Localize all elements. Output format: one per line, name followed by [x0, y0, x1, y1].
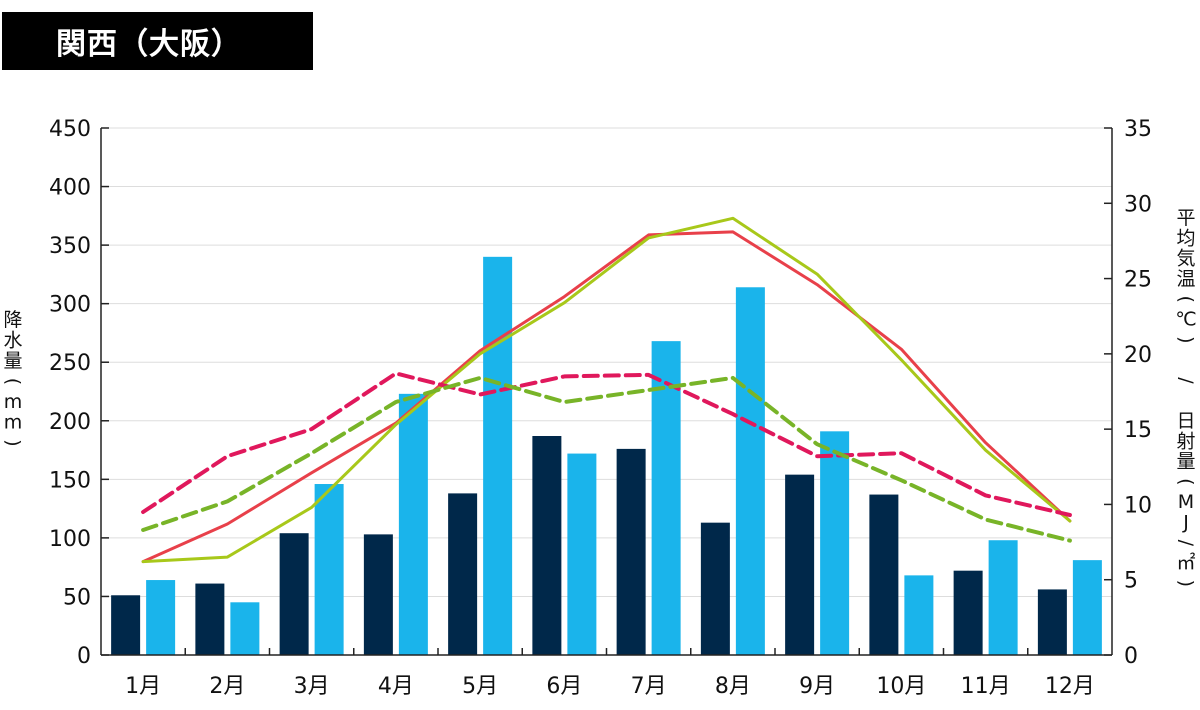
chart-title: 関西（大阪）: [56, 27, 242, 62]
svg-text:量: 量: [3, 350, 22, 372]
x-tick-label: 12月: [1045, 674, 1095, 699]
right-tick-label: 5: [1124, 569, 1138, 594]
right-tick-label: 10: [1124, 493, 1152, 518]
bar-dark-6: [532, 436, 562, 655]
bar-dark-10: [869, 494, 899, 655]
svg-text:M: M: [1178, 491, 1194, 513]
x-tick-label: 5月: [462, 674, 498, 699]
bar-dark-9: [785, 474, 815, 655]
svg-text:): ): [2, 439, 24, 446]
svg-text:日: 日: [1176, 410, 1195, 432]
bar-dark-2: [195, 583, 225, 655]
left-tick-label: 450: [49, 117, 91, 142]
svg-text:(: (: [1175, 478, 1197, 485]
x-tick-label: 9月: [799, 674, 835, 699]
left-tick-label: 0: [77, 644, 91, 669]
grid-lines: [101, 127, 1112, 597]
right-tick-label: 25: [1124, 268, 1152, 293]
right-tick-label: 30: [1124, 192, 1152, 217]
svg-text:降: 降: [3, 309, 22, 331]
right-tick-label: 35: [1124, 117, 1152, 142]
left-tick-label: 50: [63, 585, 91, 610]
svg-text:気: 気: [1176, 248, 1195, 270]
bar-dark-7: [616, 448, 646, 655]
x-tick-label: 6月: [546, 674, 582, 699]
left-tick-label: 100: [49, 527, 91, 552]
left-tick-label: 250: [49, 351, 91, 376]
svg-text:/: /: [1175, 377, 1197, 384]
bar-light-4: [398, 393, 428, 655]
line-series: [141, 216, 1072, 564]
x-tick-label: 7月: [631, 674, 667, 699]
svg-text:m: m: [4, 391, 23, 413]
svg-text:(: (: [2, 378, 24, 385]
x-tick-label: 11月: [961, 674, 1011, 699]
svg-text:): ): [1175, 580, 1197, 587]
line-series-4: [141, 375, 1072, 543]
x-tick-label: 3月: [294, 674, 330, 699]
bar-light-12: [1072, 560, 1102, 655]
bar-light-5: [483, 256, 513, 655]
bar-dark-11: [953, 570, 983, 655]
bar-light-10: [904, 575, 934, 655]
bar-light-6: [567, 453, 597, 655]
x-tick-label: 1月: [125, 674, 161, 699]
svg-text:): ): [1175, 336, 1197, 343]
bar-light-2: [230, 602, 260, 655]
svg-text:℃: ℃: [1175, 309, 1196, 331]
svg-text:温: 温: [1176, 268, 1195, 290]
right-tick-label: 15: [1124, 418, 1152, 443]
chart-title-box: 関西（大阪）: [2, 12, 313, 70]
x-tick-label: 4月: [378, 674, 414, 699]
left-axis-title: 降水量 ( mm): [2, 309, 24, 447]
bar-series: [111, 256, 1102, 655]
tick-labels: 0 50 100 150 200 250 300 350 400 450 0 5 10 15 20 25 30 3…: [2, 117, 1197, 699]
svg-text:(: (: [1175, 295, 1197, 302]
bar-dark-4: [363, 534, 393, 655]
x-tick-label: 10月: [876, 674, 926, 699]
svg-text:m: m: [4, 412, 23, 434]
line-series-2: [141, 216, 1072, 564]
left-tick-label: 200: [49, 410, 91, 435]
bar-dark-3: [279, 533, 309, 655]
right-tick-label: 0: [1124, 644, 1138, 669]
x-tick-label: 8月: [715, 674, 751, 699]
bar-light-11: [988, 540, 1018, 655]
svg-text:水: 水: [3, 330, 22, 352]
right-tick-label: 20: [1124, 343, 1152, 368]
axes: [100, 127, 1113, 656]
svg-text:量: 量: [1176, 451, 1195, 473]
left-tick-label: 350: [49, 234, 91, 259]
bar-light-8: [735, 287, 765, 655]
bar-dark-1: [111, 595, 141, 655]
bar-light-3: [314, 484, 344, 655]
bar-light-1: [146, 580, 176, 655]
line-series-1: [141, 230, 1072, 564]
svg-text:/: /: [1175, 540, 1197, 547]
bar-dark-8: [700, 522, 730, 655]
svg-text:平: 平: [1176, 207, 1195, 229]
bar-dark-5: [448, 493, 478, 655]
svg-text:J: J: [1182, 512, 1189, 534]
x-tick-label: 2月: [209, 674, 245, 699]
left-tick-label: 150: [49, 468, 91, 493]
line-series-3: [141, 371, 1072, 517]
bar-light-9: [820, 431, 850, 655]
svg-text:均: 均: [1176, 227, 1195, 249]
svg-text:射: 射: [1176, 430, 1195, 452]
bar-dark-12: [1037, 589, 1067, 655]
left-tick-label: 300: [49, 293, 91, 318]
bar-light-7: [651, 341, 681, 655]
svg-text:㎡: ㎡: [1176, 551, 1195, 574]
left-tick-label: 400: [49, 176, 91, 201]
